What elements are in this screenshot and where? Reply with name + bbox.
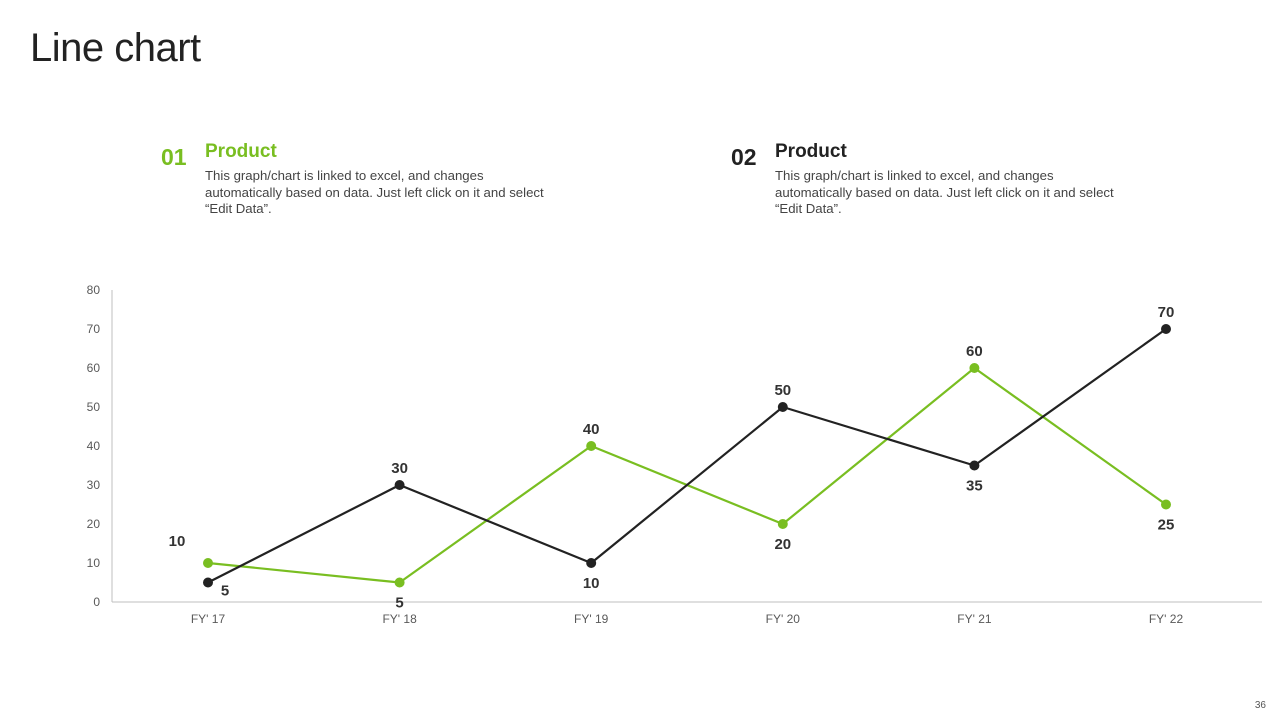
- data-label: 10: [169, 533, 186, 550]
- data-label: 35: [966, 478, 983, 495]
- y-tick-label: 30: [87, 478, 101, 492]
- x-tick-label: FY' 19: [574, 612, 609, 626]
- x-tick-label: FY' 22: [1149, 612, 1184, 626]
- legend-heading: Product: [205, 141, 277, 162]
- data-point: [394, 577, 405, 588]
- x-tick-label: FY' 20: [766, 612, 801, 626]
- y-tick-label: 0: [93, 595, 100, 609]
- data-point: [203, 558, 213, 568]
- data-point: [777, 402, 788, 412]
- data-point: [969, 363, 980, 373]
- legend-description: This graph/chart is linked to excel, and…: [205, 168, 544, 216]
- data-point: [586, 558, 597, 568]
- data-point: [394, 480, 405, 490]
- y-tick-label: 20: [87, 517, 101, 531]
- data-label: 60: [966, 343, 983, 360]
- data-point: [1161, 499, 1171, 510]
- data-label: 5: [221, 583, 229, 600]
- legend-description: This graph/chart is linked to excel, and…: [775, 168, 1114, 216]
- data-label: 30: [391, 460, 408, 477]
- data-point: [586, 441, 597, 451]
- x-tick-label: FY' 17: [191, 612, 226, 626]
- data-label: 25: [1158, 517, 1175, 534]
- page-number: 36: [1254, 700, 1266, 711]
- data-point: [203, 577, 213, 588]
- data-label: 5: [395, 595, 403, 612]
- y-tick-label: 60: [87, 361, 101, 375]
- data-label: 40: [583, 421, 600, 438]
- legend-heading: Product: [775, 141, 847, 162]
- y-tick-label: 10: [87, 556, 101, 570]
- series-line-1: [207, 366, 1167, 584]
- y-tick-label: 70: [87, 322, 101, 336]
- legend-number: 01: [161, 144, 187, 170]
- x-tick-label: FY' 21: [957, 612, 992, 626]
- data-label: 20: [774, 536, 791, 553]
- y-tick-label: 50: [87, 400, 101, 414]
- data-point: [969, 460, 980, 471]
- data-label: 10: [583, 575, 600, 592]
- legend-number: 02: [731, 144, 757, 170]
- series-line-2: [207, 328, 1167, 584]
- data-point: [1161, 324, 1171, 334]
- data-point: [777, 519, 788, 529]
- y-tick-label: 40: [87, 439, 101, 453]
- x-tick-label: FY' 18: [382, 612, 417, 626]
- page-title: Line chart: [30, 26, 201, 70]
- y-tick-label: 80: [87, 283, 101, 297]
- data-label: 70: [1158, 304, 1175, 321]
- data-label: 50: [774, 382, 791, 399]
